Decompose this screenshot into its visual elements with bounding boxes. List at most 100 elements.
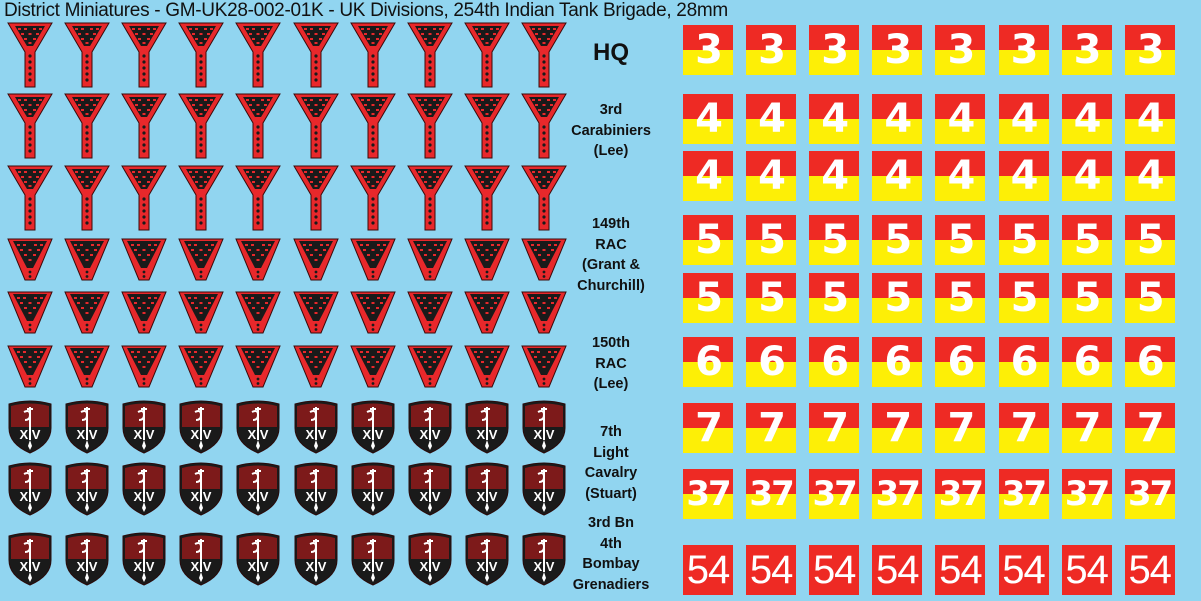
tank-brigade-triangle-insignia-icon: [406, 345, 453, 394]
tag-yellow-band: [935, 362, 986, 387]
tag-yellow-band: [872, 176, 923, 201]
tag-number: 4: [1010, 96, 1039, 142]
tank-brigade-funnel-insignia-icon: [235, 165, 282, 236]
tag-number: 3: [695, 27, 723, 73]
tag-yellow-band: [1061, 119, 1112, 144]
tactical-number-tag: 6: [809, 337, 860, 387]
tank-brigade-triangle-insignia-icon: [292, 291, 339, 340]
tactical-number-tag: 3: [1061, 25, 1112, 75]
tactical-number-tag: 3: [998, 25, 1049, 75]
unit-label-line: RAC: [595, 355, 627, 372]
tag-red-band: [746, 215, 797, 240]
tactical-number-tag: 7: [872, 403, 923, 453]
tag-red-band: [746, 337, 797, 362]
tank-brigade-triangle-insignia-icon: [235, 238, 282, 287]
svg-text:XIV: XIV: [20, 489, 41, 504]
tag-number: 5: [758, 275, 786, 321]
tag-red-band: [935, 25, 986, 50]
tank-brigade-funnel-insignia-icon: [521, 93, 567, 164]
tag-red-band: [872, 215, 923, 240]
tank-brigade-funnel-insignia-icon: [235, 22, 282, 93]
tag-yellow-band: [683, 298, 733, 323]
tank-brigade-triangle-insignia-icon: [406, 291, 453, 340]
tag-red-band: [998, 151, 1049, 176]
tank-brigade-funnel-insignia-icon: [463, 93, 510, 164]
tactical-number-tag: 37: [746, 469, 797, 519]
tactical-number-tag: 3: [746, 25, 797, 75]
tag-yellow-band: [1124, 50, 1175, 75]
tag-number: 4: [758, 96, 786, 142]
tag-number: 6: [1136, 339, 1165, 385]
tag-yellow-band: [1124, 240, 1175, 265]
tag-red-band: [809, 151, 860, 176]
tank-brigade-triangle-insignia-icon: [292, 238, 339, 287]
tag-red-band: [998, 273, 1049, 298]
tag-number: 4: [695, 153, 723, 199]
tactical-number-tag: 5: [683, 215, 733, 265]
tactical-number-tag: 6: [872, 337, 923, 387]
tank-brigade-triangle-insignia-icon: [178, 345, 225, 394]
svg-text:XIV: XIV: [248, 559, 269, 574]
tag-number: 4: [1073, 96, 1102, 142]
tag-yellow-band: [683, 119, 733, 144]
tactical-number-tag: 5: [935, 215, 986, 265]
tactical-number-tag: 5: [809, 273, 860, 323]
tag-yellow-band: [872, 494, 923, 519]
tag-red-band: [998, 25, 1049, 50]
unit-label-line: 149th: [592, 216, 630, 232]
tank-brigade-triangle-insignia-icon: [64, 291, 110, 340]
xiv-corps-shield-insignia-icon: XIV: [463, 400, 511, 459]
unit-label-line: Churchill): [577, 277, 645, 294]
tactical-number-tag: 7: [1061, 403, 1112, 453]
tactical-number-tag: 6: [998, 337, 1049, 387]
xiv-corps-shield-insignia-icon: XIV: [292, 462, 340, 521]
tag-yellow-band: [998, 362, 1049, 387]
tag-number: 5: [758, 217, 786, 263]
tank-brigade-funnel-insignia-icon: [178, 93, 225, 164]
svg-text:XIV: XIV: [77, 559, 98, 574]
tactical-number-tag: 5: [998, 215, 1049, 265]
tank-brigade-funnel-insignia-icon: [121, 22, 168, 93]
tactical-number-tag: 54: [809, 545, 860, 595]
tactical-number-tag: 7: [998, 403, 1049, 453]
tag-number: 4: [1010, 153, 1039, 199]
tag-red-band: [809, 94, 860, 119]
tactical-number-tag: 4: [935, 94, 986, 144]
svg-text:XIV: XIV: [191, 559, 212, 574]
tag-number: 4: [821, 96, 849, 142]
tag-red-band: [872, 94, 923, 119]
xiv-corps-shield-insignia-icon: XIV: [6, 462, 54, 521]
xiv-corps-shield-insignia-icon: XIV: [63, 462, 111, 521]
tag-number: 3: [758, 27, 786, 73]
tank-brigade-triangle-insignia-icon: [64, 238, 110, 287]
tag-yellow-band: [746, 428, 797, 453]
unit-label-line: 3rd: [599, 102, 623, 119]
tag-yellow-band: [809, 119, 860, 144]
tag-number: 5: [1136, 275, 1165, 321]
tactical-number-tag: 4: [1124, 151, 1175, 201]
svg-text:XIV: XIV: [533, 559, 554, 574]
tag-yellow-band: [935, 50, 986, 75]
tactical-number-tag: 5: [809, 215, 860, 265]
tag-red-band: [998, 403, 1049, 428]
tag-red-band: [683, 25, 733, 50]
unit-label-line: 150th: [592, 335, 630, 352]
tag-number: 7: [1136, 405, 1165, 451]
tag-red-band: [1124, 151, 1175, 176]
svg-text:XIV: XIV: [20, 559, 41, 574]
xiv-corps-shield-insignia-icon: XIV: [463, 462, 511, 521]
unit-label-line: (Lee): [593, 143, 629, 160]
tactical-number-tag: 4: [683, 94, 733, 144]
tag-red-band: [809, 403, 860, 428]
tag-number: 37: [1128, 474, 1173, 514]
xiv-corps-shield-insignia-icon: XIV: [234, 532, 282, 591]
svg-text:XIV: XIV: [476, 559, 497, 574]
tactical-number-tag: 4: [809, 151, 860, 201]
tag-number: 3: [947, 27, 975, 73]
svg-text:XIV: XIV: [248, 489, 269, 504]
xiv-corps-shield-insignia-icon: XIV: [349, 400, 397, 459]
tag-number: 54: [812, 548, 857, 592]
tank-brigade-funnel-insignia-icon: [406, 165, 453, 236]
tag-red-band: [1061, 469, 1112, 494]
tactical-number-tag: 4: [935, 151, 986, 201]
